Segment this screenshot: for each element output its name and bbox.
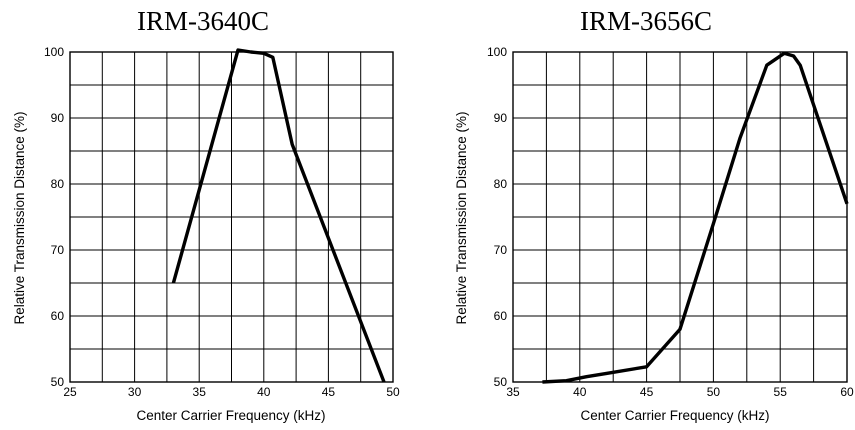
x-tick-label: 45 xyxy=(640,385,654,399)
y-tick-label: 80 xyxy=(51,177,65,191)
x-tick-label: 30 xyxy=(128,385,142,399)
y-tick-label: 60 xyxy=(51,309,65,323)
plot-grid xyxy=(512,51,848,383)
x-tick-label: 40 xyxy=(257,385,271,399)
y-tick-label: 100 xyxy=(487,45,507,59)
x-tick-label: 45 xyxy=(322,385,336,399)
x-tick-label: 55 xyxy=(774,385,788,399)
y-axis-label: Relative Transmission Distance (%) xyxy=(12,111,27,324)
x-tick-label: 35 xyxy=(506,385,520,399)
x-tick-labels: 25 30 35 40 45 50 xyxy=(63,385,400,399)
y-tick-label: 90 xyxy=(51,111,65,125)
chart-title: IRM-3640C xyxy=(137,6,269,36)
y-axis-label: Relative Transmission Distance (%) xyxy=(454,111,469,324)
chart-irm-3656c: IRM-3656C 35 40 45 50 55 60 50 60 70 80 … xyxy=(454,6,854,423)
plot-grid xyxy=(69,51,394,383)
y-tick-label: 70 xyxy=(51,243,65,257)
x-tick-labels: 35 40 45 50 55 60 xyxy=(506,385,854,399)
chart-title: IRM-3656C xyxy=(580,6,712,36)
y-tick-label: 90 xyxy=(494,111,508,125)
y-tick-label: 60 xyxy=(494,309,508,323)
y-tick-label: 70 xyxy=(494,243,508,257)
y-tick-label: 50 xyxy=(51,375,65,389)
plot-frame xyxy=(512,51,848,383)
y-tick-labels: 50 60 70 80 90 100 xyxy=(44,45,64,389)
x-tick-label: 40 xyxy=(573,385,587,399)
x-axis-label: Center Carrier Frequency (kHz) xyxy=(580,408,769,423)
x-tick-label: 35 xyxy=(193,385,207,399)
y-tick-labels: 50 60 70 80 90 100 xyxy=(487,45,507,389)
y-tick-label: 50 xyxy=(494,375,508,389)
y-tick-label: 80 xyxy=(494,177,508,191)
x-tick-label: 50 xyxy=(707,385,721,399)
plot-frame xyxy=(69,51,394,383)
x-tick-label: 25 xyxy=(63,385,77,399)
chart-irm-3640c: IRM-3640C 25 30 35 40 45 50 50 60 70 80 … xyxy=(12,6,400,423)
x-axis-label: Center Carrier Frequency (kHz) xyxy=(136,408,325,423)
series-line xyxy=(171,48,386,383)
series-line xyxy=(542,51,849,384)
y-tick-label: 100 xyxy=(44,45,64,59)
x-tick-label: 60 xyxy=(840,385,854,399)
x-tick-label: 50 xyxy=(386,385,400,399)
